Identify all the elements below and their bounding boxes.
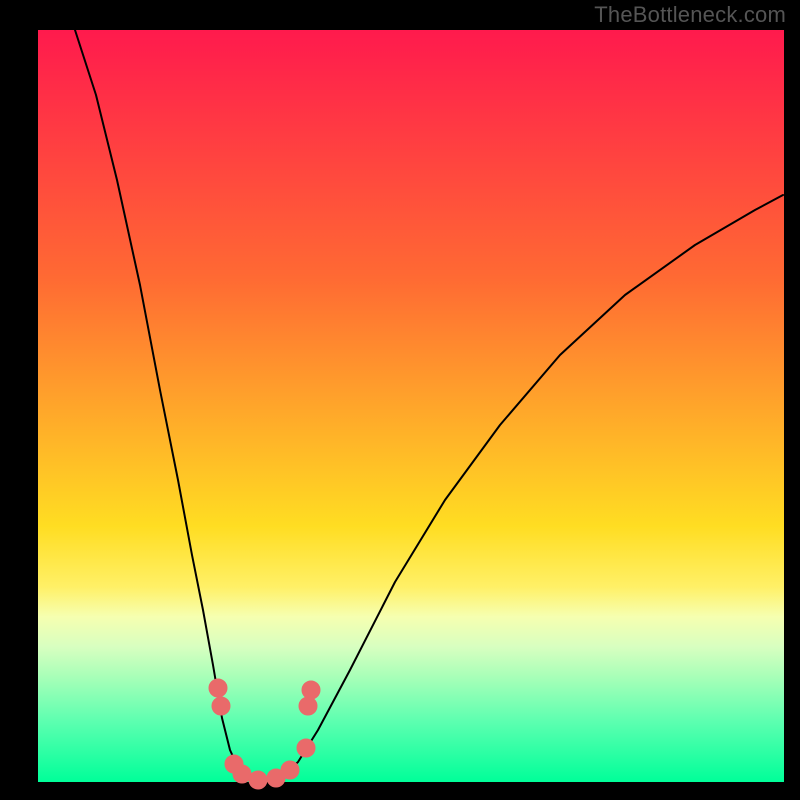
- marker-point: [212, 697, 230, 715]
- marker-point: [302, 681, 320, 699]
- marker-point: [281, 761, 299, 779]
- bottleneck-curve: [75, 30, 783, 780]
- curve-overlay: [0, 0, 800, 800]
- marker-point: [209, 679, 227, 697]
- marker-point: [299, 697, 317, 715]
- chart-frame: TheBottleneck.com: [0, 0, 800, 800]
- marker-point: [297, 739, 315, 757]
- marker-point: [249, 771, 267, 789]
- watermark-text: TheBottleneck.com: [594, 2, 786, 28]
- marker-point: [233, 765, 251, 783]
